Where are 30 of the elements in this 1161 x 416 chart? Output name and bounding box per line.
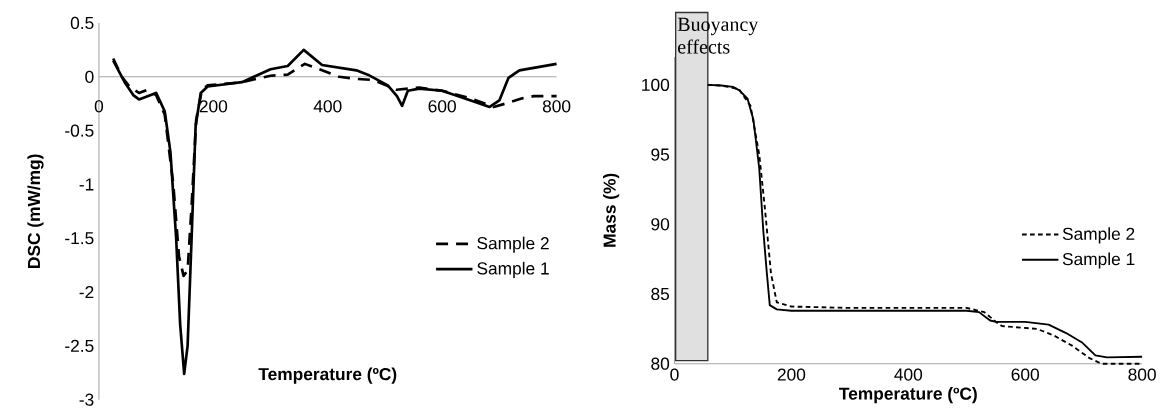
x-tick-label: 600: [428, 100, 456, 113]
x-tick-label: 400: [313, 100, 342, 113]
y-axis-title: Mass (%): [603, 173, 620, 247]
x-tick-label: 600: [1011, 368, 1039, 381]
y-axis-title: DSC (mW/mg): [27, 154, 44, 269]
y-tick-label: -0.5: [65, 124, 94, 137]
y-tick-label: 95: [651, 148, 670, 161]
x-tick-label: 800: [542, 100, 571, 113]
legend-label: Sample 2: [1062, 227, 1135, 244]
y-tick-label: -1: [79, 178, 94, 191]
y-tick-label: 100: [642, 78, 670, 92]
y-tick-label: -2: [79, 286, 94, 299]
y-tick-label: -3: [79, 393, 94, 406]
y-tick-label: -1.5: [65, 232, 94, 245]
x-axis-title: Temperature (ºC): [839, 387, 977, 404]
x-tick-label: 400: [894, 368, 923, 381]
y-tick-label: -2.5: [65, 339, 94, 353]
x-tick-label: 800: [1128, 368, 1156, 381]
x-tick-label: 200: [777, 368, 806, 381]
y-tick-label: 85: [651, 288, 670, 301]
legend-label: Sample 1: [477, 262, 549, 279]
y-tick-label: 0.5: [70, 17, 94, 30]
x-tick-label: 0: [670, 368, 679, 381]
y-tick-label: 0: [85, 70, 94, 84]
legend-label: Sample 1: [1062, 252, 1135, 269]
x-axis-title: Temperature (ºC): [258, 367, 397, 384]
x-tick-label: 0: [94, 100, 104, 113]
y-tick-label: 80: [651, 357, 670, 370]
y-tick-label: 90: [651, 218, 670, 231]
legend-label: Sample 2: [477, 236, 549, 253]
